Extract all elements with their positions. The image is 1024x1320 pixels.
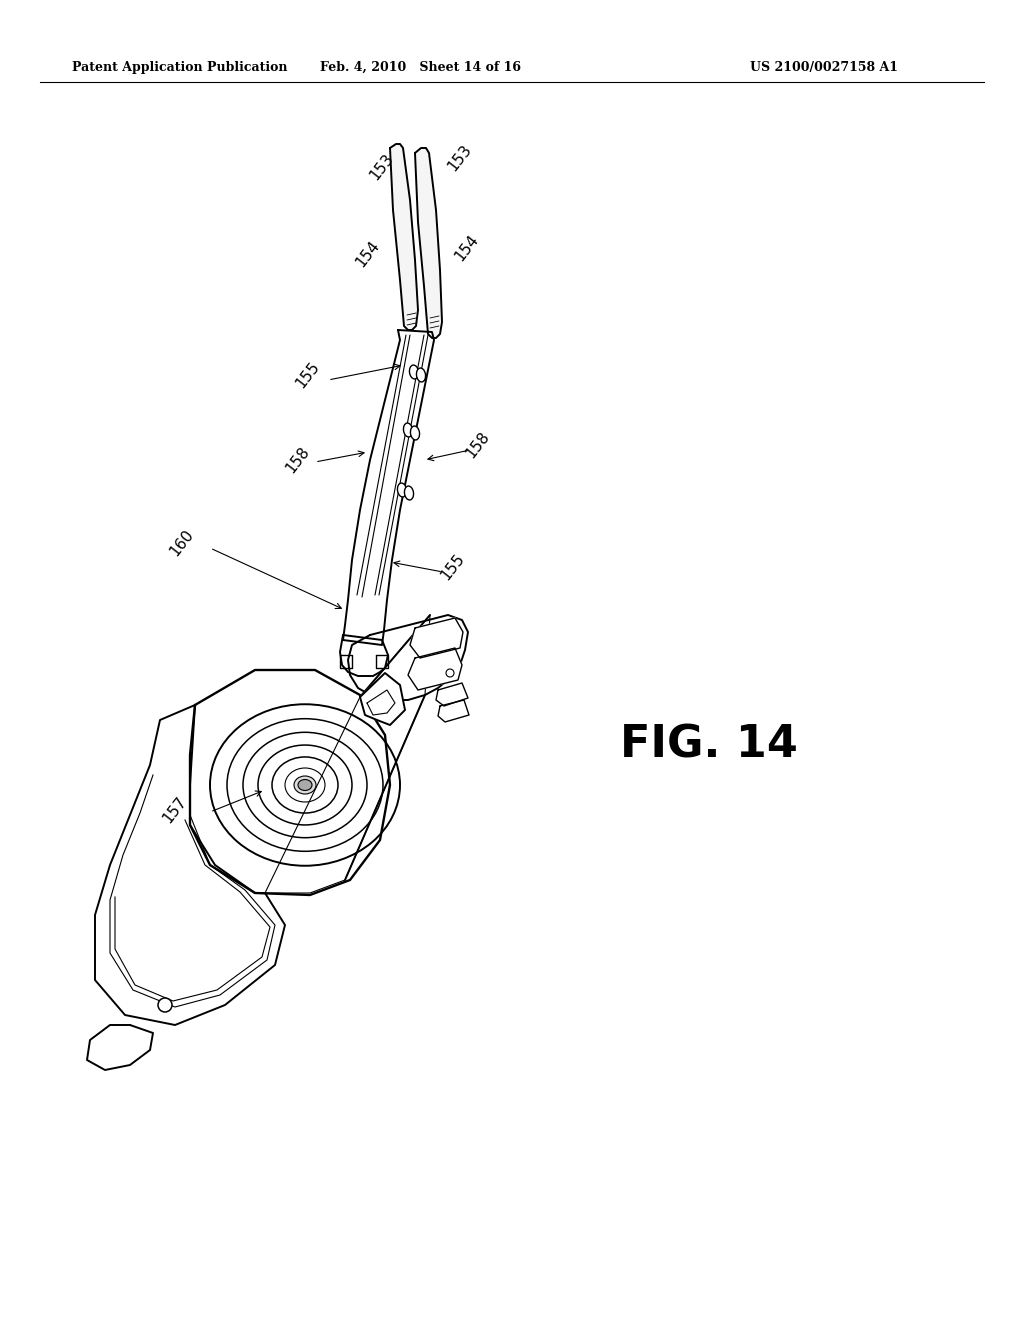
Ellipse shape [417,368,426,381]
Polygon shape [390,144,418,330]
Polygon shape [415,148,442,338]
Text: 158: 158 [284,444,312,477]
Text: 154: 154 [353,238,383,271]
Ellipse shape [294,776,316,795]
Text: Feb. 4, 2010   Sheet 14 of 16: Feb. 4, 2010 Sheet 14 of 16 [319,61,520,74]
Text: 158: 158 [463,429,493,461]
Polygon shape [95,705,285,1026]
Polygon shape [340,655,352,668]
Polygon shape [190,671,390,895]
Polygon shape [87,1026,153,1071]
Text: 160: 160 [167,527,197,560]
Polygon shape [340,635,388,676]
Ellipse shape [298,780,312,791]
Text: 157: 157 [160,795,189,826]
Polygon shape [438,700,469,722]
Text: 155: 155 [293,359,323,391]
Polygon shape [367,690,395,715]
Polygon shape [265,615,430,894]
Text: US 2100/0027158 A1: US 2100/0027158 A1 [750,61,898,74]
Ellipse shape [411,426,420,440]
Text: 154: 154 [453,232,482,264]
Ellipse shape [404,486,414,500]
Polygon shape [376,655,388,668]
Polygon shape [436,682,468,706]
Text: 155: 155 [438,550,468,583]
Ellipse shape [410,366,419,379]
Text: FIG. 14: FIG. 14 [620,723,798,767]
Polygon shape [408,648,462,690]
Ellipse shape [446,669,454,677]
Text: 153: 153 [368,150,397,183]
Ellipse shape [397,483,407,496]
Polygon shape [343,330,434,645]
Text: Patent Application Publication: Patent Application Publication [72,61,288,74]
Ellipse shape [403,422,413,437]
Polygon shape [410,618,463,657]
Polygon shape [360,673,406,725]
Polygon shape [348,615,468,700]
Text: 153: 153 [445,143,475,174]
Ellipse shape [158,998,172,1012]
